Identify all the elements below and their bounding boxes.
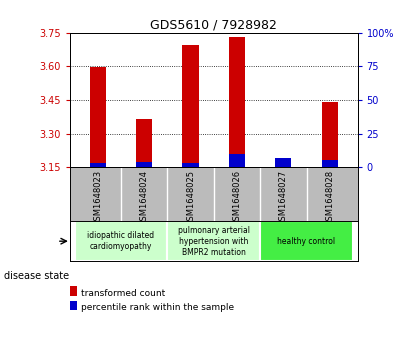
Text: healthy control: healthy control xyxy=(277,237,336,246)
Bar xyxy=(182,45,199,167)
Bar xyxy=(275,166,291,167)
Text: idiopathic dilated
cardiomyopathy: idiopathic dilated cardiomyopathy xyxy=(88,231,155,251)
Bar xyxy=(322,102,338,167)
Bar xyxy=(275,158,291,167)
Bar xyxy=(182,163,199,167)
Text: GSM1648025: GSM1648025 xyxy=(186,170,195,226)
Text: percentile rank within the sample: percentile rank within the sample xyxy=(81,303,235,312)
Title: GDS5610 / 7928982: GDS5610 / 7928982 xyxy=(150,19,277,32)
Text: GSM1648026: GSM1648026 xyxy=(233,170,241,226)
Text: pulmonary arterial
hypertension with
BMPR2 mutation: pulmonary arterial hypertension with BMP… xyxy=(178,225,250,257)
Bar xyxy=(136,162,152,167)
Bar xyxy=(229,37,245,167)
Bar xyxy=(90,68,106,167)
Text: disease state: disease state xyxy=(4,271,69,281)
Bar xyxy=(260,221,353,261)
Bar xyxy=(74,221,167,261)
Bar xyxy=(322,160,338,167)
Bar xyxy=(90,163,106,167)
Text: GSM1648028: GSM1648028 xyxy=(325,170,334,226)
Text: GSM1648024: GSM1648024 xyxy=(140,170,149,226)
Text: GSM1648023: GSM1648023 xyxy=(93,170,102,226)
Text: GSM1648027: GSM1648027 xyxy=(279,170,288,226)
Bar xyxy=(136,119,152,167)
Text: transformed count: transformed count xyxy=(81,289,166,298)
Bar xyxy=(229,154,245,167)
Bar xyxy=(167,221,260,261)
